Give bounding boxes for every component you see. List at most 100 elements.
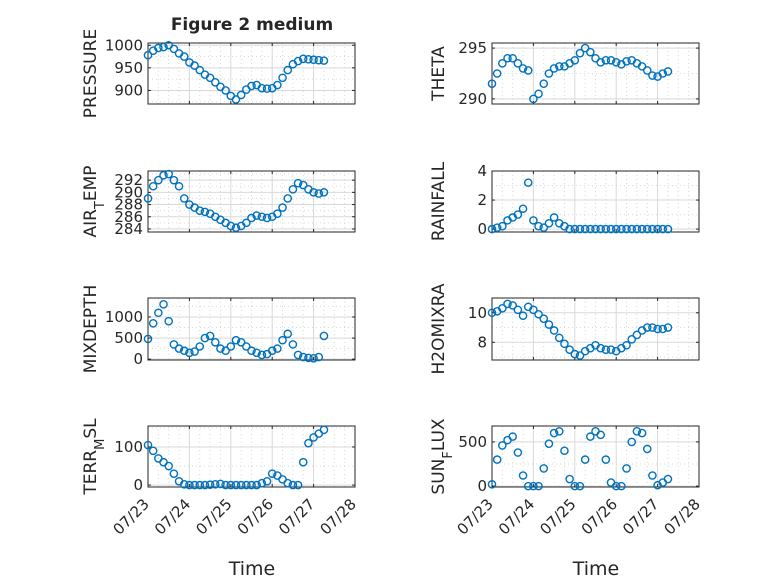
x-axis-label-left: Time <box>228 558 276 580</box>
series-markers <box>143 300 329 363</box>
data-point <box>293 350 303 360</box>
data-point <box>637 224 647 234</box>
data-point <box>262 84 272 93</box>
y-tick-label: 4 <box>477 162 487 180</box>
data-point <box>642 323 652 332</box>
data-point <box>179 52 189 61</box>
data-point <box>200 480 210 490</box>
data-point <box>195 342 205 351</box>
data-point <box>159 170 168 180</box>
data-point <box>648 471 657 480</box>
y-tick-label: 1000 <box>105 308 143 326</box>
data-point <box>236 90 246 100</box>
y-axis-label: PRESSURE <box>81 29 101 118</box>
y-tick-label: 284 <box>114 220 143 238</box>
data-point <box>513 448 523 457</box>
data-point <box>544 69 554 78</box>
axes-box <box>147 297 356 361</box>
data-point <box>534 309 543 319</box>
y-axis-label: TERRMSL <box>81 418 108 496</box>
subplot-h2omixra: 8 10 H2OMIXRA <box>429 283 700 375</box>
minor-grid <box>148 298 355 360</box>
data-point <box>174 344 184 353</box>
y-tick-label: 288 <box>114 196 143 214</box>
data-point <box>539 223 549 232</box>
data-point <box>283 65 293 75</box>
data-point <box>663 224 673 234</box>
data-point <box>560 339 569 349</box>
data-point <box>622 340 631 350</box>
data-point <box>195 480 205 490</box>
data-point <box>210 480 220 489</box>
data-point <box>179 480 189 489</box>
data-point <box>221 346 230 356</box>
data-point <box>164 461 173 471</box>
data-point <box>148 446 158 456</box>
data-point <box>492 455 502 464</box>
data-point <box>487 480 497 489</box>
figure-title: Figure 2 medium <box>171 15 333 35</box>
data-point <box>273 344 282 353</box>
data-point <box>159 300 168 309</box>
y-tick-label: 0 <box>133 476 143 494</box>
data-point <box>539 464 549 473</box>
data-point <box>273 80 282 90</box>
data-point <box>262 213 272 223</box>
data-point <box>648 323 657 332</box>
data-point <box>544 218 554 228</box>
data-point <box>309 55 318 65</box>
series-markers <box>487 299 673 360</box>
data-point <box>518 471 528 480</box>
data-point <box>210 78 220 87</box>
data-point <box>648 71 657 80</box>
series-markers <box>487 178 673 234</box>
data-point <box>503 53 512 63</box>
data-point <box>627 437 637 447</box>
data-point <box>252 211 261 220</box>
y-axis-label: AIRTEMP <box>81 165 108 237</box>
data-point <box>539 314 549 323</box>
data-point <box>611 224 621 234</box>
data-point <box>642 224 652 234</box>
data-point <box>143 194 153 203</box>
data-point <box>591 53 600 63</box>
axes-box <box>147 425 356 488</box>
data-point <box>523 66 533 75</box>
data-point <box>252 348 261 358</box>
y-tick-label: 292 <box>114 171 143 189</box>
data-point <box>596 224 605 234</box>
data-point <box>236 480 246 490</box>
data-point <box>565 224 574 234</box>
data-point <box>534 481 543 491</box>
data-point <box>498 441 507 450</box>
data-point <box>549 64 559 73</box>
data-point <box>617 224 626 234</box>
data-point <box>637 62 647 71</box>
data-point <box>226 480 236 490</box>
data-point <box>601 224 611 234</box>
series-markers <box>487 43 673 104</box>
data-point <box>487 79 497 88</box>
data-point <box>601 455 611 464</box>
y-tick-label: 500 <box>458 433 487 451</box>
data-point <box>231 223 241 233</box>
data-point <box>606 224 616 234</box>
data-point <box>257 83 267 93</box>
data-point <box>293 178 303 188</box>
subplot-rainfall: 0 2 4 RAINFALL <box>429 161 700 241</box>
data-point <box>231 480 241 490</box>
data-point <box>179 194 189 203</box>
data-point <box>267 469 277 478</box>
data-point <box>185 480 194 490</box>
data-point <box>288 184 298 194</box>
data-point <box>622 224 631 234</box>
data-point <box>288 480 298 490</box>
data-point <box>293 56 303 66</box>
subplot-theta: 290 295 THETA <box>429 39 700 108</box>
data-point <box>487 224 497 234</box>
data-point <box>570 224 580 234</box>
data-point <box>539 79 549 88</box>
